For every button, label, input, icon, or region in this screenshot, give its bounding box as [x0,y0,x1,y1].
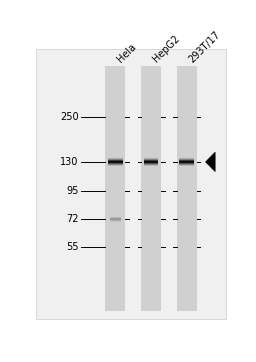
Text: 55: 55 [66,242,79,252]
Text: 95: 95 [66,186,79,196]
Text: 130: 130 [60,157,79,167]
Text: Hela: Hela [115,42,138,64]
Text: 250: 250 [60,112,79,122]
Bar [141,66,161,311]
Polygon shape [206,152,215,172]
Text: 293T/17: 293T/17 [187,29,222,64]
Bar [105,66,125,311]
Text: HepG2: HepG2 [151,34,182,64]
Bar [177,66,197,311]
Text: 72: 72 [66,214,79,224]
